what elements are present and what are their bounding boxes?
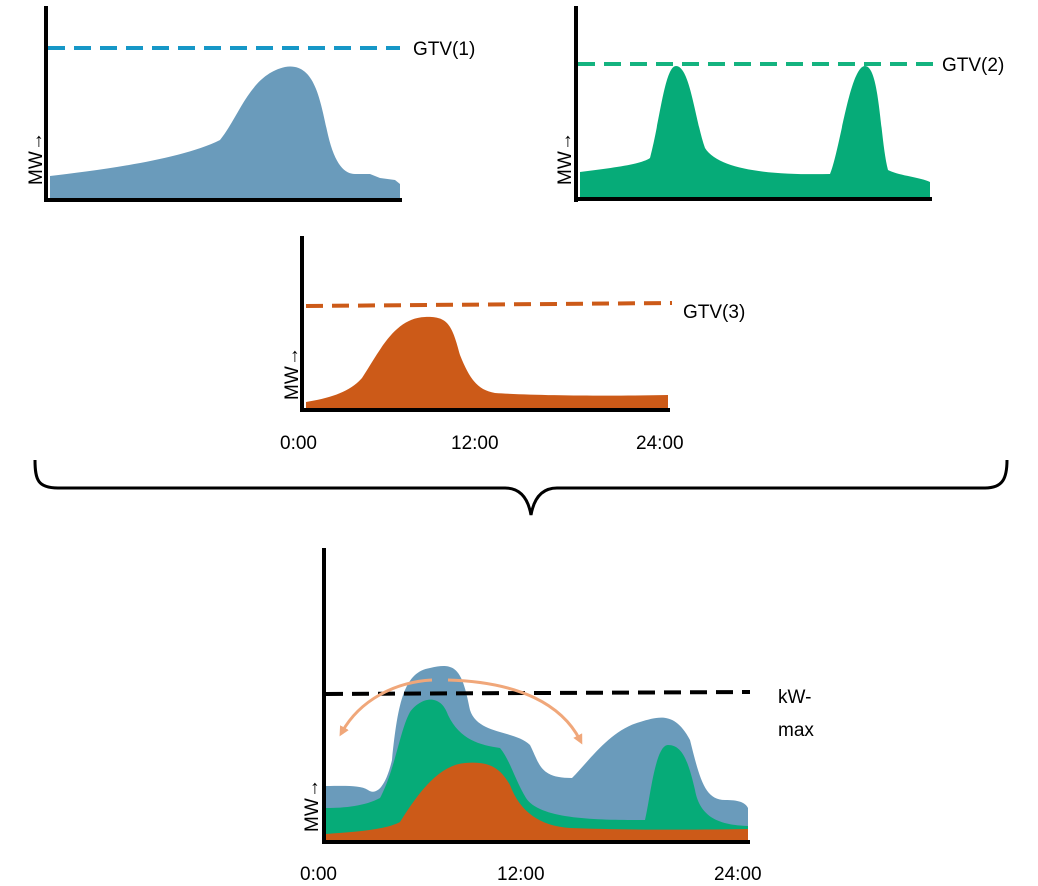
panel-combined: kW- max MW → 0:00 12:00 24:00 — [300, 548, 814, 885]
gtv3-threshold-label: GTV(3) — [683, 302, 745, 323]
gtv1-load-area — [50, 66, 400, 198]
gtv3-load-area — [306, 316, 668, 408]
combined-y-axis-arrow-icon: → — [302, 779, 323, 798]
shift-arrow-right-icon — [447, 678, 583, 745]
combined-x-tick-24: 24:00 — [714, 864, 762, 885]
panel-gtv3: GTV(3) MW → 0:00 12:00 24:00 — [280, 236, 745, 454]
kw-max-threshold-line — [325, 690, 751, 696]
gtv1-y-axis-arrow-icon: → — [26, 132, 47, 151]
gtv2-threshold-label: GTV(2) — [942, 55, 1004, 76]
gtv1-y-axis-label: MW — [26, 151, 47, 185]
combined-orange-area — [326, 762, 748, 840]
gtv3-x-tick-12: 12:00 — [451, 433, 499, 454]
gtv1-threshold-label: GTV(1) — [413, 39, 475, 60]
panel-gtv2: GTV(2) MW → — [555, 6, 1004, 202]
gtv3-y-axis-arrow-icon: → — [282, 347, 303, 366]
kw-max-label-line1: kW- — [778, 687, 811, 708]
combined-y-axis-label: MW — [302, 798, 323, 832]
gtv2-load-area — [580, 66, 930, 198]
gtv2-y-axis-arrow-icon: → — [555, 132, 576, 151]
gtv3-x-tick-24: 24:00 — [636, 433, 684, 454]
combined-x-tick-12: 12:00 — [497, 864, 545, 885]
combined-x-tick-0: 0:00 — [300, 864, 337, 885]
gtv3-x-tick-0: 0:00 — [280, 433, 317, 454]
gtv2-y-axis-label: MW — [555, 151, 576, 185]
kw-max-label-line2: max — [778, 720, 814, 741]
gtv3-y-axis-label: MW — [282, 366, 303, 400]
panel-gtv1: GTV(1) MW → — [26, 6, 475, 202]
gtv3-threshold-line — [305, 301, 673, 308]
shift-arrow-left-icon — [339, 678, 433, 737]
aggregation-brace — [33, 459, 1009, 516]
